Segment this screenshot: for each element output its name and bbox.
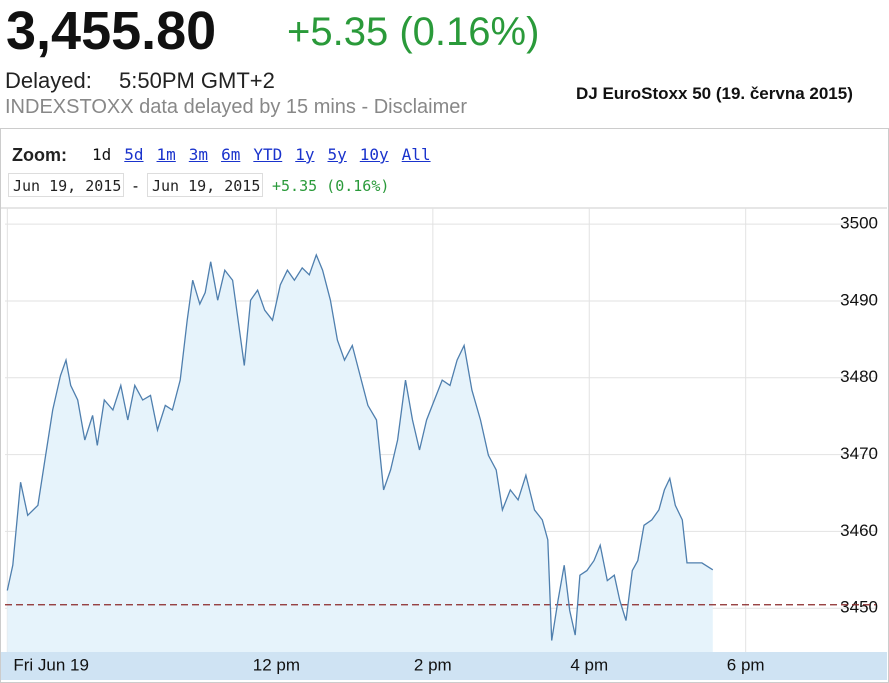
area-fill — [7, 254, 713, 652]
zoom-options: 1d 5d 1m 3m 6m YTD 1y 5y 10y All — [92, 145, 444, 164]
delayed-label: Delayed: — [5, 68, 92, 93]
zoom-option[interactable]: 5d — [124, 145, 144, 164]
zoom-label: Zoom: — [12, 145, 67, 165]
zoom-option[interactable]: 6m — [221, 145, 241, 164]
x-tick-label: 4 pm — [570, 655, 608, 674]
y-tick-label: 3470 — [840, 444, 878, 463]
price-line — [6, 253, 714, 641]
zoom-option[interactable]: 5y — [327, 145, 347, 164]
range-to[interactable]: Jun 19, 2015 — [147, 173, 263, 197]
zoom-option[interactable]: 1d — [92, 145, 112, 164]
x-axis-band — [1, 652, 887, 680]
range-change: +5.35 (0.16%) — [272, 177, 390, 195]
y-tick-label: 3490 — [840, 290, 878, 309]
zoom-option[interactable]: 3m — [188, 145, 209, 164]
y-tick-label: 3450 — [840, 598, 878, 617]
zoom-option[interactable]: 10y — [359, 145, 389, 164]
x-tick-label: Fri Jun 19 — [13, 655, 89, 674]
price-change: +5.35 (0.16%) — [287, 10, 540, 54]
zoom-option[interactable]: 1m — [156, 145, 176, 164]
caption: DJ EuroStoxx 50 (19. června 2015) — [576, 84, 853, 103]
y-tick-label: 3500 — [840, 214, 878, 233]
y-tick-label: 3460 — [840, 521, 878, 540]
disclaimer[interactable]: INDEXSTOXX data delayed by 15 mins - Dis… — [5, 96, 468, 118]
y-tick-label: 3480 — [840, 367, 878, 386]
x-tick-label: 12 pm — [253, 655, 300, 674]
x-tick-label: 6 pm — [727, 655, 765, 674]
delayed-time: 5:50PM GMT+2 — [119, 68, 275, 93]
range-from[interactable]: Jun 19, 2015 — [8, 173, 124, 197]
range-separator: - — [131, 177, 141, 195]
zoom-option[interactable]: All — [401, 145, 431, 164]
zoom-option[interactable]: 1y — [295, 145, 315, 164]
x-tick-label: 2 pm — [414, 655, 452, 674]
zoom-option[interactable]: YTD — [253, 145, 283, 164]
price: 3,455.80 — [6, 1, 217, 61]
